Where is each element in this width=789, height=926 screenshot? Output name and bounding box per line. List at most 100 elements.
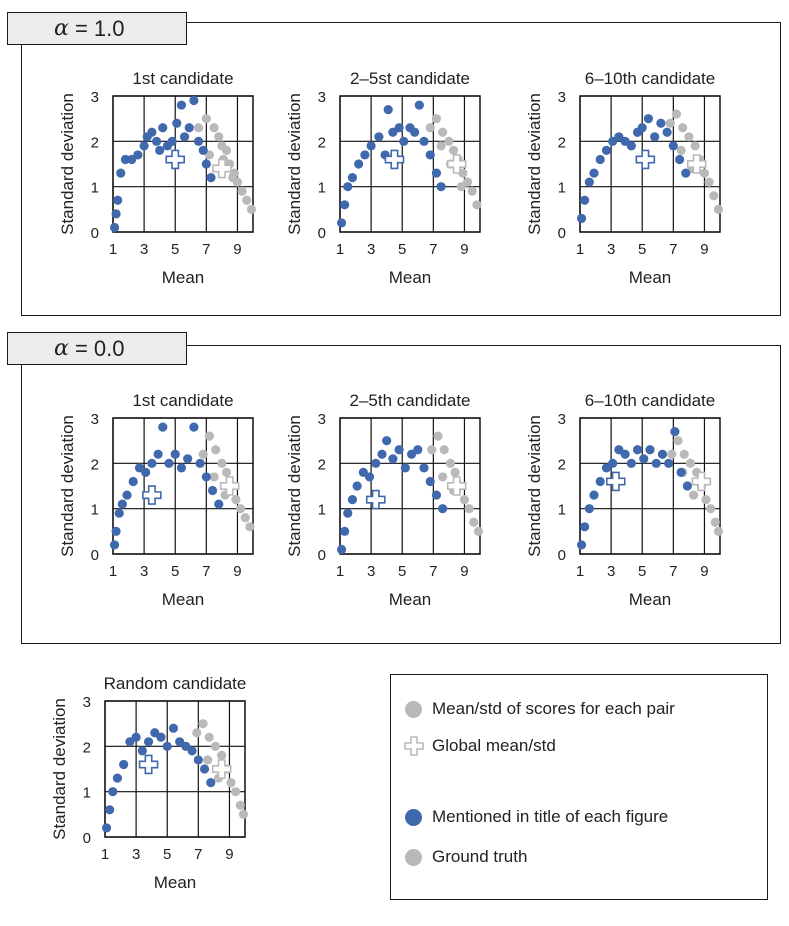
mentioned-point (436, 182, 446, 192)
y-tick-label: 3 (91, 89, 99, 106)
ground-truth-point (469, 517, 479, 527)
mentioned-point (111, 209, 121, 219)
mentioned-point (366, 141, 376, 151)
mentioned-point (670, 427, 680, 437)
mentioned-point (343, 182, 353, 192)
x-tick-label: 9 (225, 846, 233, 863)
mentioned-point (340, 200, 350, 210)
x-tick-label: 5 (638, 563, 646, 580)
ground-truth-point (473, 526, 484, 536)
y-tick-label: 3 (558, 411, 566, 428)
y-tick-label: 0 (558, 225, 566, 242)
mentioned-point (620, 449, 630, 459)
ground-truth-point (699, 168, 710, 178)
ground-truth-mean-cross (686, 154, 707, 174)
mentioned-point (589, 490, 599, 500)
mentioned-point (676, 467, 686, 477)
mentioned-point (153, 449, 163, 459)
y-tick-label: 0 (318, 547, 326, 564)
mentioned-point (414, 100, 424, 110)
mentioned-point (354, 159, 364, 169)
mentioned-point (601, 145, 612, 155)
ground-truth-point (210, 741, 221, 751)
ground-truth-point (684, 132, 694, 142)
y-axis-label: Standard deviation (58, 415, 77, 557)
mentioned-point (109, 222, 120, 233)
y-tick-label: 1 (558, 502, 566, 519)
mentioned-point (682, 481, 692, 491)
x-tick-label: 1 (101, 846, 109, 863)
mentioned-point (193, 755, 203, 765)
mentioned-point (413, 445, 423, 455)
y-tick-label: 1 (558, 180, 566, 197)
y-tick-label: 2 (318, 134, 326, 151)
ground-truth-point (235, 800, 245, 810)
mentioned-point (164, 458, 174, 468)
y-tick-label: 0 (83, 830, 91, 847)
x-axis-label: Mean (388, 268, 432, 287)
gray-dot-icon (405, 848, 422, 866)
mentioned-point (111, 526, 121, 536)
mentioned-mean-cross (365, 489, 386, 510)
mentioned-point (595, 476, 605, 487)
x-axis-label: Mean (628, 268, 672, 287)
ground-truth-point (235, 504, 246, 514)
ground-truth-point (450, 467, 460, 477)
y-axis-label: Standard deviation (525, 415, 544, 557)
mentioned-point (156, 732, 166, 742)
mentioned-point (576, 213, 587, 223)
x-tick-label: 7 (194, 846, 202, 863)
x-tick-label: 7 (202, 241, 210, 258)
mentioned-point (189, 95, 199, 106)
ground-truth-point (676, 145, 686, 155)
mentioned-mean-cross (138, 754, 159, 775)
x-tick-label: 1 (336, 241, 344, 258)
mentioned-point (626, 141, 636, 151)
ground-truth-point (704, 177, 714, 187)
mentioned-point (151, 136, 162, 146)
panel-title: 1st candidate (132, 69, 234, 88)
mentioned-point (117, 499, 127, 509)
ground-truth-point (444, 136, 454, 146)
plot-frame (339, 417, 481, 555)
y-tick-label: 1 (83, 785, 91, 802)
x-tick-label: 3 (132, 846, 140, 863)
mentioned-point (184, 123, 194, 133)
x-tick-label: 5 (163, 846, 171, 863)
mentioned-point (632, 445, 643, 455)
ground-truth-point (706, 504, 716, 514)
y-tick-label: 1 (318, 502, 326, 519)
mentioned-point (438, 504, 448, 514)
panel-title: Random candidate (103, 674, 247, 693)
ground-truth-point (431, 114, 442, 124)
mentioned-point (340, 526, 350, 536)
ground-truth-point (445, 458, 456, 468)
ground-truth-point (192, 728, 202, 738)
y-tick-label: 2 (83, 739, 91, 756)
mentioned-point (162, 741, 172, 751)
ground-truth-point (217, 458, 227, 468)
mentioned-point (113, 195, 123, 205)
plot-frame (579, 95, 721, 233)
ground-truth-point (231, 787, 241, 797)
ground-truth-point (448, 145, 459, 155)
y-tick-label: 2 (558, 134, 566, 151)
legend-item-mentioned: Mentioned in title of each figure (405, 807, 668, 827)
legend-label-pair-scores: Mean/std of scores for each pair (432, 699, 675, 718)
mentioned-point (158, 123, 168, 133)
x-tick-label: 3 (140, 241, 148, 258)
mentioned-point (143, 737, 154, 747)
ground-truth-point (438, 472, 448, 482)
ground-truth-point (198, 719, 208, 729)
ground-truth-point (678, 123, 688, 133)
ground-truth-point (467, 186, 477, 196)
mentioned-point (158, 422, 168, 432)
x-tick-label: 7 (429, 241, 437, 258)
mentioned-point (347, 173, 358, 183)
ground-truth-point (701, 495, 711, 505)
ground-truth-point (231, 495, 241, 505)
y-tick-label: 3 (318, 411, 326, 428)
x-tick-label: 5 (398, 563, 406, 580)
